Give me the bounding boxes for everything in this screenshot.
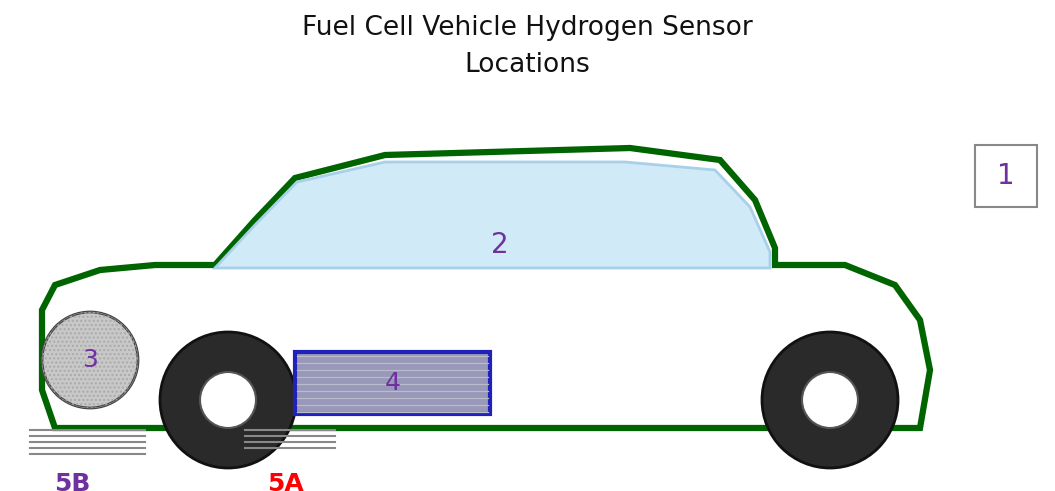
Text: 5B: 5B bbox=[54, 472, 90, 491]
Circle shape bbox=[802, 372, 858, 428]
Polygon shape bbox=[42, 148, 931, 428]
Circle shape bbox=[160, 332, 296, 468]
Circle shape bbox=[42, 312, 138, 408]
Text: 4: 4 bbox=[384, 371, 401, 395]
Text: Fuel Cell Vehicle Hydrogen Sensor: Fuel Cell Vehicle Hydrogen Sensor bbox=[302, 15, 752, 41]
Text: 5A: 5A bbox=[267, 472, 304, 491]
Text: 2: 2 bbox=[492, 231, 509, 259]
Bar bbox=[975, 145, 1037, 207]
Bar bbox=[295, 352, 490, 414]
Circle shape bbox=[762, 332, 898, 468]
Text: 1: 1 bbox=[997, 162, 1015, 190]
Text: 3: 3 bbox=[82, 348, 98, 372]
Text: Locations: Locations bbox=[464, 52, 590, 78]
Polygon shape bbox=[215, 162, 770, 268]
Circle shape bbox=[200, 372, 256, 428]
